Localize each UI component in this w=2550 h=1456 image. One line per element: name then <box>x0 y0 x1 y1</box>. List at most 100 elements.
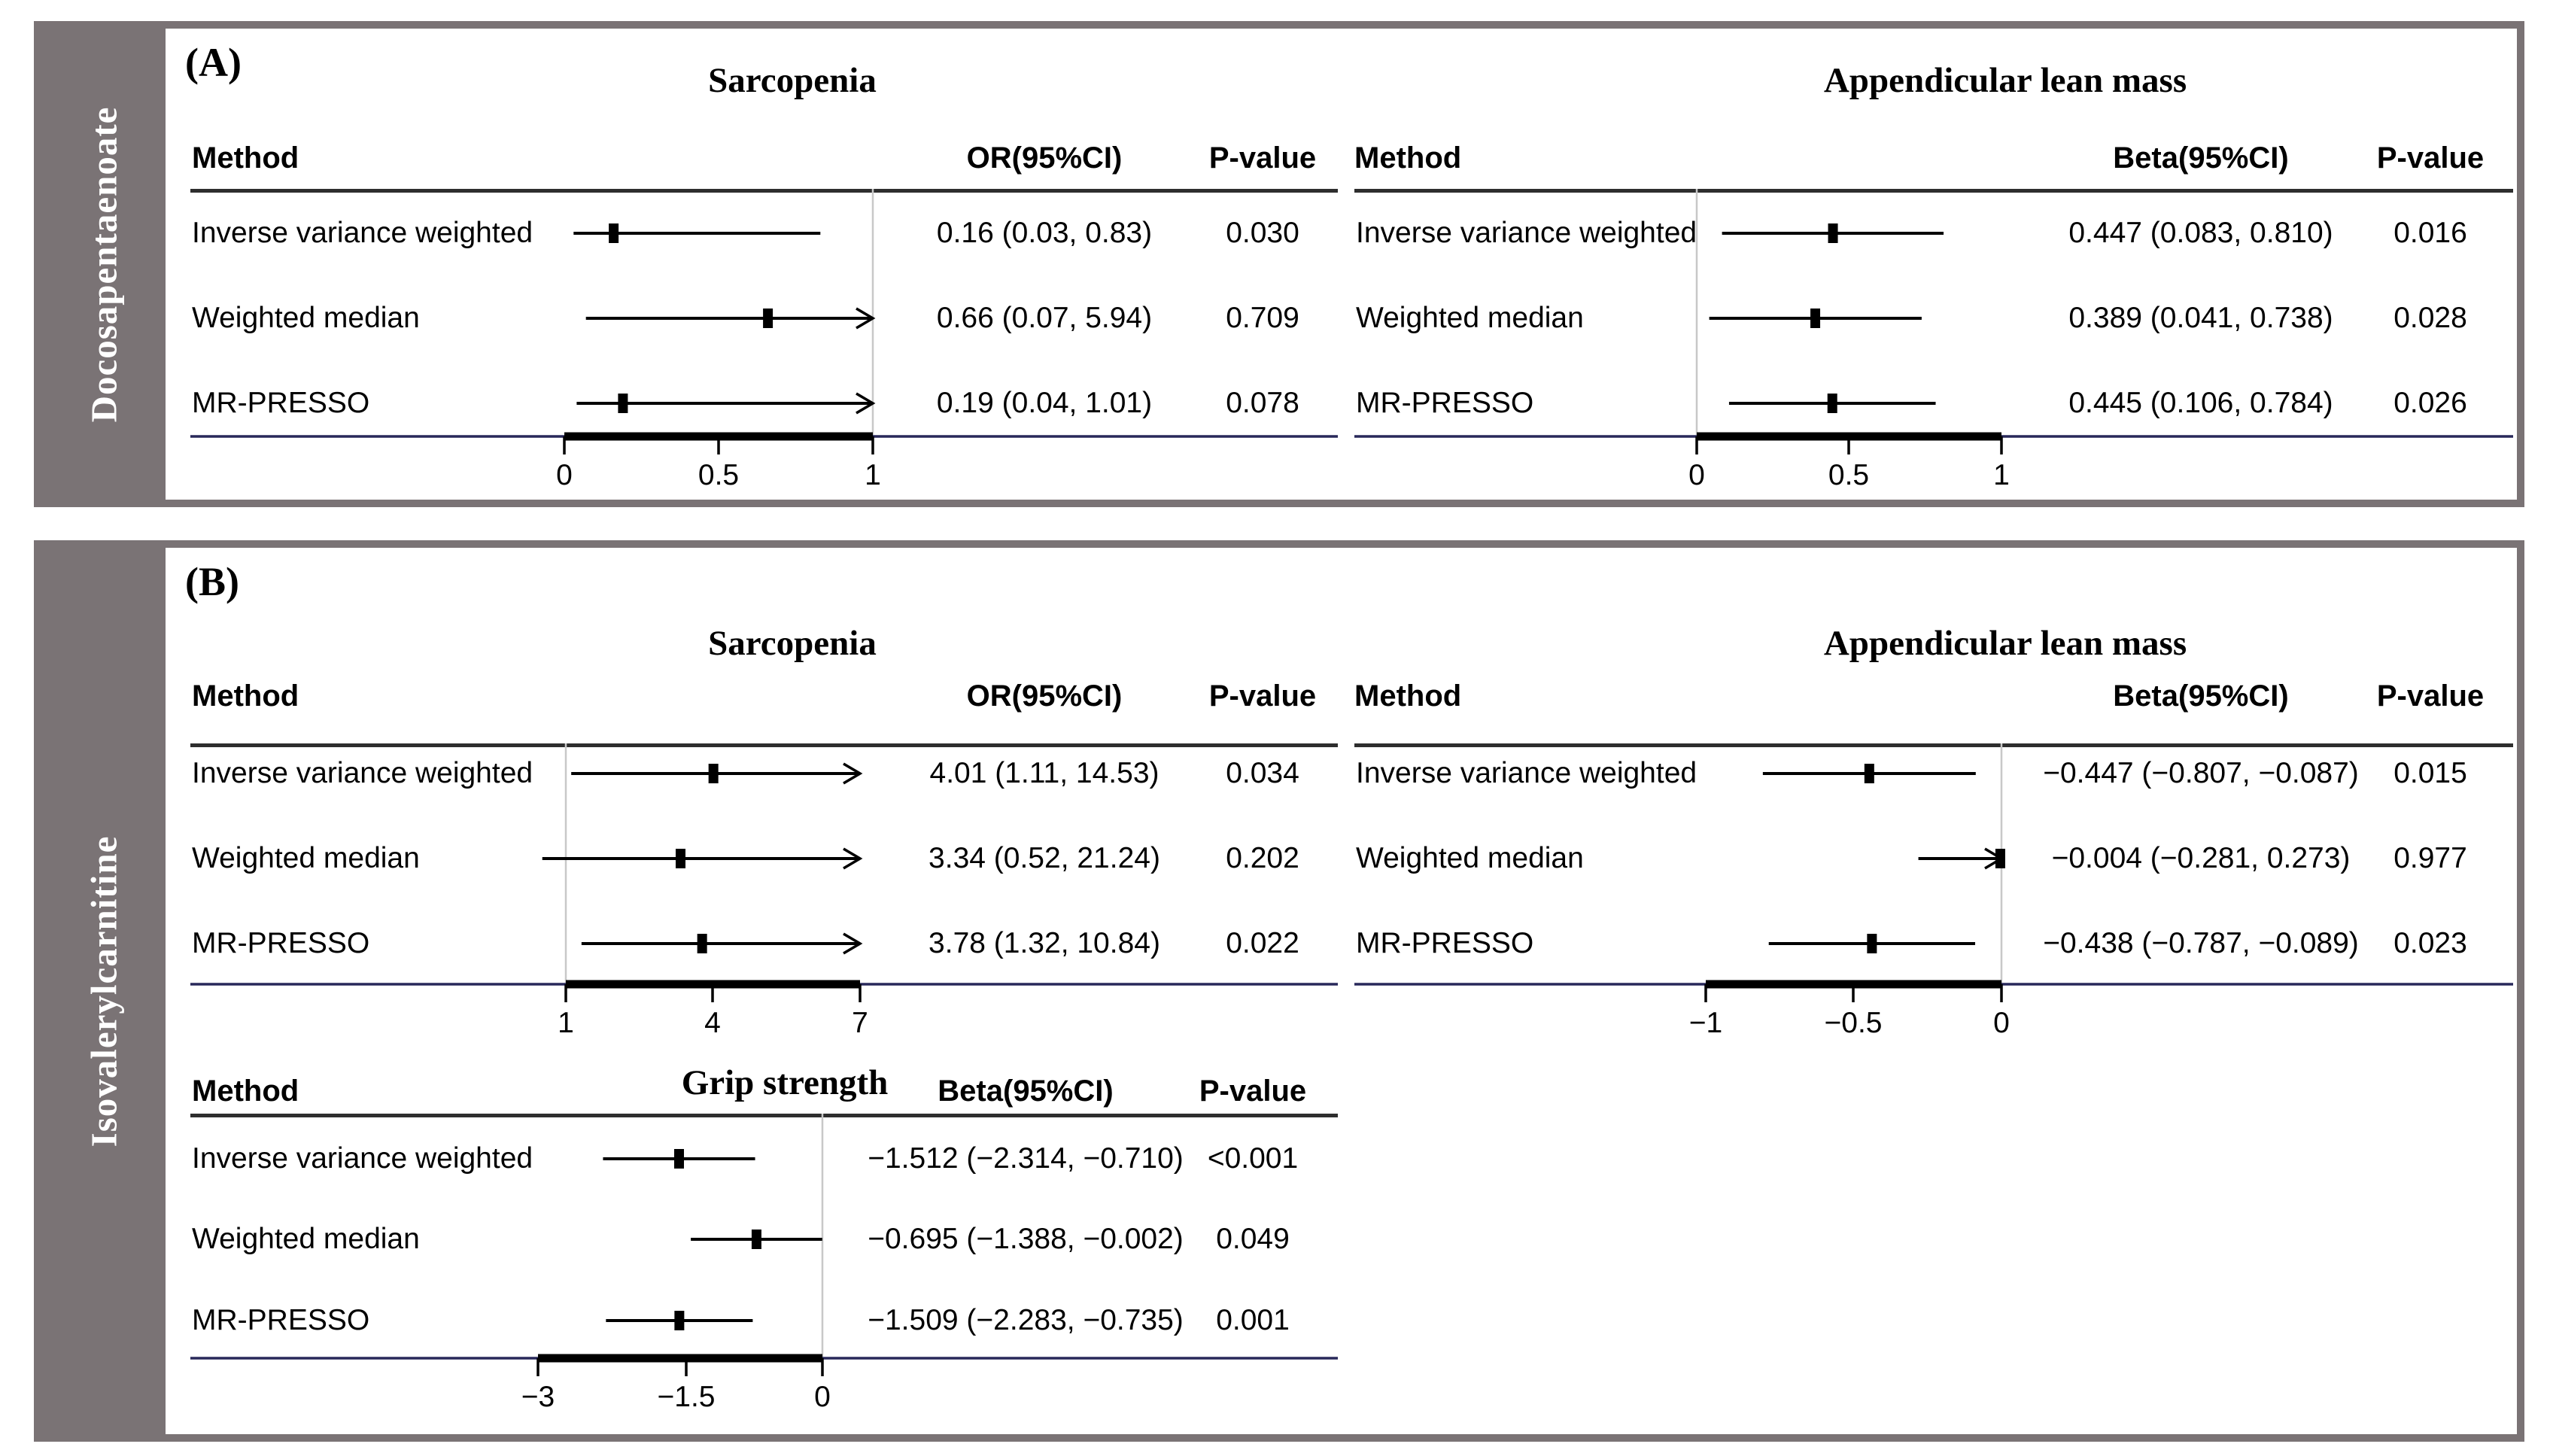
forest-layer: Inverse variance weighted −0.447 (−0.807,… <box>1354 548 2513 1059</box>
p-value: 0.977 <box>2393 842 2467 874</box>
method-label: MR-PRESSO <box>1356 387 1534 419</box>
axis-tick-label: −0.5 <box>1825 1007 1883 1039</box>
p-value: 0.078 <box>1226 387 1299 419</box>
effect-estimate: 0.16 (0.03, 0.83) <box>936 217 1153 249</box>
axis-bar <box>538 1354 822 1363</box>
ci-truncation-arrow-icon <box>856 307 876 330</box>
plot-title: Sarcopenia <box>708 61 877 100</box>
column-header-effect: OR(95%CI) <box>966 141 1123 175</box>
exposure-label-a: Docosapentaenoate <box>83 106 124 422</box>
header-rule <box>190 1114 1338 1117</box>
forest-svg: 0 0.5 1 <box>1354 189 2513 491</box>
axis-tick-label: 0 <box>1993 1007 2010 1039</box>
axis-tick-label: 1 <box>558 1007 574 1039</box>
forest-svg: 0 0.5 1 <box>190 189 1338 491</box>
method-label: Weighted median <box>1356 302 1584 334</box>
header-rule <box>190 189 1338 193</box>
p-value: 0.202 <box>1226 842 1299 874</box>
effect-estimate: 0.66 (0.07, 5.94) <box>936 302 1153 334</box>
effect-estimate: 0.19 (0.04, 1.01) <box>936 387 1153 419</box>
column-header-method: Method <box>192 679 299 713</box>
column-header-pvalue: P-value <box>1208 679 1317 713</box>
forest-layer: Inverse variance weighted 4.01 (1.11, 14.… <box>190 548 1338 1059</box>
method-label: MR-PRESSO <box>192 387 370 419</box>
point-estimate-marker <box>1867 934 1877 953</box>
panel-b-content: (B) Sarcopenia Method OR(95%CI) P-value … <box>166 548 2517 1434</box>
forest-svg: 1 4 7 <box>190 743 1338 1039</box>
method-label: Inverse variance weighted <box>192 1142 533 1175</box>
p-value: 0.028 <box>2393 302 2467 334</box>
header-rule <box>1354 189 2513 193</box>
forest-layer: Inverse variance weighted −1.512 (−2.314,… <box>190 1067 1338 1433</box>
ci-truncation-arrow-icon <box>856 392 876 415</box>
forest-layer: Inverse variance weighted 0.16 (0.03, 0.8… <box>190 29 1338 499</box>
forest-plot-a-lean-mass: Appendicular lean mass Method Beta(95%CI… <box>1354 29 2513 499</box>
axis-tick-label: 1 <box>865 459 881 491</box>
p-value: 0.023 <box>2393 927 2467 959</box>
point-estimate-marker <box>618 394 628 413</box>
ci-truncation-arrow-icon <box>843 762 863 785</box>
column-header-effect: OR(95%CI) <box>966 679 1123 713</box>
point-estimate-marker <box>1810 309 1821 328</box>
plot-title: Appendicular lean mass <box>1823 624 2187 663</box>
column-header-effect: Beta(95%CI) <box>2113 679 2289 713</box>
effect-estimate: −1.512 (−2.314, −0.710) <box>868 1142 1184 1175</box>
panel-a-tag: (A) <box>185 40 242 85</box>
column-header-effect: Beta(95%CI) <box>2113 141 2289 175</box>
axis-tick-label: −1 <box>1689 1007 1722 1039</box>
point-estimate-marker <box>675 849 685 868</box>
axis-tick-label: 7 <box>852 1007 868 1039</box>
method-label: MR-PRESSO <box>1356 927 1534 959</box>
method-label: Inverse variance weighted <box>192 757 533 789</box>
effect-estimate: 0.445 (0.106, 0.784) <box>2068 387 2333 419</box>
panel-a-content: (A) Sarcopenia Method OR(95%CI) P-value … <box>166 29 2517 500</box>
effect-estimate: −0.447 (−0.807, −0.087) <box>2043 757 2359 789</box>
effect-estimate: 3.34 (0.52, 21.24) <box>929 842 1160 874</box>
forest-svg: −1 −0.5 0 <box>1354 743 2513 1039</box>
method-label: Inverse variance weighted <box>192 217 533 249</box>
effect-estimate: 0.389 (0.041, 0.738) <box>2068 302 2333 334</box>
effect-estimate: 3.78 (1.32, 10.84) <box>929 927 1160 959</box>
p-value: 0.049 <box>1216 1223 1290 1255</box>
axis-tick-label: 0.5 <box>1828 459 1869 491</box>
axis-tick-label: 4 <box>704 1007 721 1039</box>
effect-estimate: −0.695 (−1.388, −0.002) <box>868 1223 1184 1255</box>
column-header-method: Method <box>1354 141 1462 175</box>
column-header-method: Method <box>1354 679 1462 713</box>
p-value: 0.015 <box>2393 757 2467 789</box>
axis-tick-label: 0.5 <box>698 459 739 491</box>
method-label: Weighted median <box>192 1223 420 1255</box>
point-estimate-marker <box>673 1149 684 1169</box>
effect-estimate: −0.004 (−0.281, 0.273) <box>2051 842 2351 874</box>
forest-layer: Inverse variance weighted 0.447 (0.083, 0… <box>1354 29 2513 499</box>
column-header-pvalue: P-value <box>2376 679 2485 713</box>
point-estimate-marker <box>1995 849 2005 868</box>
axis-tick-label: 0 <box>814 1381 831 1413</box>
column-header-method: Method <box>192 141 299 175</box>
panel-b-sidebar: Isovalerylcarnitine <box>41 548 166 1434</box>
point-estimate-marker <box>674 1311 685 1330</box>
p-value: 0.030 <box>1226 217 1299 249</box>
plot-title: Sarcopenia <box>708 624 877 663</box>
point-estimate-marker <box>1828 223 1838 243</box>
forest-svg: −3 −1.5 0 <box>190 1114 1338 1413</box>
column-header-effect: Beta(95%CI) <box>938 1075 1114 1108</box>
method-label: Weighted median <box>1356 842 1584 874</box>
forest-plot-b-grip-strength: Grip strength Method Beta(95%CI) P-value… <box>190 1063 1338 1433</box>
panel-b: Isovalerylcarnitine (B) Sarcopenia Metho… <box>34 540 2524 1442</box>
column-header-pvalue: P-value <box>1208 141 1317 175</box>
effect-estimate: −1.509 (−2.283, −0.735) <box>868 1304 1184 1336</box>
point-estimate-marker <box>708 764 719 783</box>
column-header-pvalue: P-value <box>2376 141 2485 175</box>
axis-tick-label: −1.5 <box>658 1381 716 1413</box>
method-label: Weighted median <box>192 842 420 874</box>
point-estimate-marker <box>697 934 707 953</box>
axis-tick-label: 0 <box>556 459 573 491</box>
plot-title: Appendicular lean mass <box>1823 61 2187 100</box>
p-value: 0.022 <box>1226 927 1299 959</box>
column-header-pvalue: P-value <box>1199 1075 1307 1108</box>
forest-plot-b-sarcopenia: Sarcopenia Method OR(95%CI) P-value Inve… <box>190 548 1338 1059</box>
point-estimate-marker <box>763 309 774 328</box>
header-rule <box>1354 743 2513 747</box>
point-estimate-marker <box>751 1230 761 1249</box>
